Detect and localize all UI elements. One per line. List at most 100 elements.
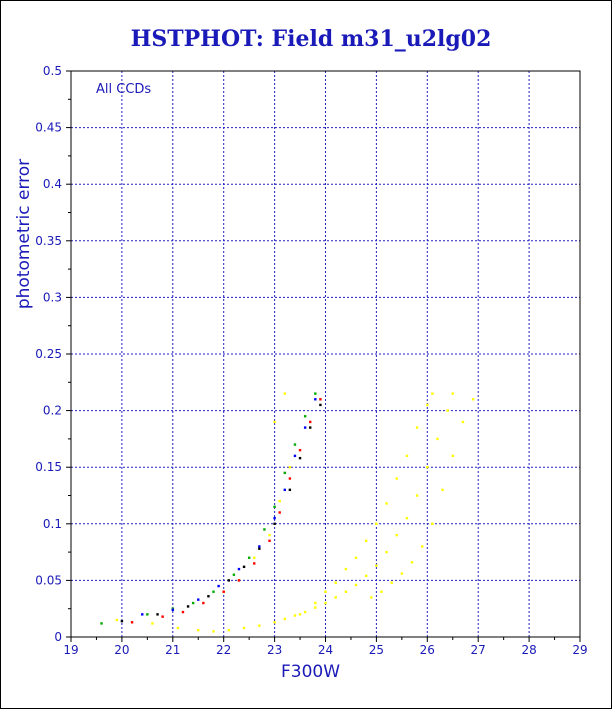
scatter-point xyxy=(410,561,414,564)
scatter-point xyxy=(283,488,286,492)
scatter-point xyxy=(334,596,337,599)
scatter-point xyxy=(100,622,103,625)
scatter-point xyxy=(258,545,261,548)
y-tick-label: 0.05 xyxy=(35,573,62,587)
scatter-points xyxy=(100,392,475,633)
scatter-point xyxy=(212,630,215,633)
scatter-point xyxy=(426,466,429,469)
scatter-point xyxy=(283,471,286,475)
scatter-point xyxy=(319,403,322,407)
scatter-point xyxy=(171,608,174,612)
scatter-point xyxy=(298,613,302,616)
scatter-point xyxy=(242,626,246,630)
x-tick-label: 19 xyxy=(63,643,78,657)
scatter-point xyxy=(278,511,281,514)
scatter-point xyxy=(303,415,307,418)
scatter-point xyxy=(227,629,230,632)
x-tick-label: 26 xyxy=(420,643,435,657)
scatter-point xyxy=(141,613,144,616)
x-tick-label: 28 xyxy=(521,643,536,657)
scatter-point xyxy=(156,613,159,616)
scatter-point xyxy=(436,437,439,441)
scatter-point xyxy=(288,488,292,492)
scatter-point xyxy=(319,398,322,401)
chart-title: HSTPHOT: Field m31_u2lg02 xyxy=(131,26,492,52)
scatter-point xyxy=(273,505,276,509)
scatter-point xyxy=(298,456,302,460)
scatter-point xyxy=(354,583,358,587)
x-tick-label: 29 xyxy=(572,643,587,657)
scatter-point xyxy=(258,547,261,550)
scatter-point xyxy=(405,454,409,458)
scatter-point xyxy=(273,420,276,424)
scatter-point xyxy=(303,610,307,614)
scatter-point xyxy=(278,499,281,503)
y-tick-label: 0.35 xyxy=(35,234,62,248)
scatter-point xyxy=(314,398,317,401)
scatter-point xyxy=(181,610,185,614)
scatter-point xyxy=(426,403,429,407)
scatter-point xyxy=(441,488,444,492)
scatter-point xyxy=(115,618,119,622)
scatter-point xyxy=(120,619,124,623)
x-tick-label: 20 xyxy=(114,643,129,657)
scatter-point xyxy=(344,590,348,593)
scatter-point xyxy=(385,502,388,505)
scatter-point xyxy=(471,398,475,401)
scatter-point xyxy=(227,579,230,582)
scatter-point xyxy=(354,556,358,559)
scatter-point xyxy=(197,598,200,601)
scatter-point xyxy=(314,601,317,605)
scatter-point xyxy=(151,622,154,625)
x-tick-label: 27 xyxy=(471,643,486,657)
scatter-point xyxy=(273,516,276,520)
y-tick-label: 0 xyxy=(54,630,62,644)
scatter-point xyxy=(293,443,297,446)
scatter-point xyxy=(395,533,398,537)
scatter-point xyxy=(303,426,307,429)
scatter-point xyxy=(207,595,210,598)
x-tick-label: 25 xyxy=(369,643,384,657)
scatter-point xyxy=(268,533,271,537)
scatter-point xyxy=(237,579,241,582)
x-tick-label: 24 xyxy=(318,643,333,657)
x-axis-label: F300W xyxy=(281,662,340,682)
scatter-point xyxy=(212,590,215,593)
scatter-point xyxy=(263,528,266,531)
plot-frame xyxy=(70,70,581,638)
scatter-point xyxy=(324,601,327,605)
scatter-point xyxy=(237,567,241,571)
scatter-point xyxy=(191,601,195,605)
scatter-point xyxy=(293,454,297,458)
scatter-point xyxy=(253,562,256,565)
scatter-point xyxy=(232,573,236,576)
y-tick-label: 0.4 xyxy=(43,177,62,191)
scatter-point xyxy=(273,621,276,624)
scatter-point xyxy=(375,564,378,567)
scatter-point xyxy=(431,392,434,395)
scatter-point xyxy=(415,494,419,497)
x-tick-label: 21 xyxy=(165,643,180,657)
scatter-point xyxy=(222,590,225,593)
scatter-point xyxy=(375,522,378,525)
scatter-point xyxy=(202,601,205,605)
scatter-point xyxy=(146,613,149,616)
scatter-point xyxy=(365,539,368,542)
annotation-all-ccds: All CCDs xyxy=(96,82,151,97)
scatter-point xyxy=(176,626,180,630)
grid-lines xyxy=(71,71,580,637)
scatter-point xyxy=(298,449,302,452)
scatter-point xyxy=(415,426,419,429)
scatter-point xyxy=(314,392,317,395)
y-tick-label: 0.1 xyxy=(43,517,62,531)
scatter-point xyxy=(186,605,190,608)
axis-ticks: 19 20 21 22 23 24 25 26 27 28 29 0 0.05 0.1 0.15 0.2 0.2… xyxy=(35,64,587,657)
scatter-point xyxy=(197,629,200,632)
y-axis-label: photometric error xyxy=(14,159,34,309)
scatter-point xyxy=(161,615,164,618)
scatter-point xyxy=(293,614,297,617)
scatter-point xyxy=(365,574,368,578)
